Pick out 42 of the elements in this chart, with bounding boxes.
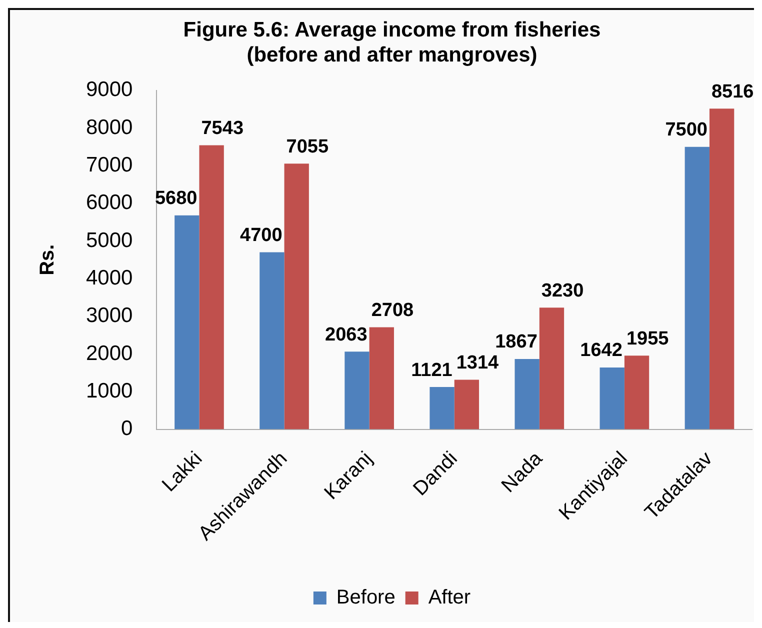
y-axis-title: Rs. [36, 244, 59, 276]
data-label: 7500 [665, 120, 708, 141]
data-label: 7543 [201, 118, 244, 139]
bar [260, 252, 284, 430]
bar [344, 352, 370, 430]
y-tick-label: 6000 [86, 191, 133, 214]
data-label: 7055 [286, 136, 329, 158]
data-label: 8516 [711, 81, 754, 102]
chart-title: Figure 5.6: Average income from fisheries (before and after mangroves) [183, 18, 601, 67]
y-tick-label: 1000 [86, 379, 133, 402]
data-label: 1121 [411, 360, 453, 381]
bar [624, 356, 650, 430]
y-tick-label: 4000 [86, 266, 133, 290]
data-label: 4700 [240, 225, 282, 246]
data-label: 1314 [456, 352, 500, 374]
y-tick-label: 0 [121, 417, 133, 440]
y-tick-label: 2000 [86, 342, 133, 365]
legend-label: Before [336, 586, 396, 609]
data-label: 1955 [626, 328, 670, 350]
y-tick-label: 7000 [86, 154, 133, 176]
y-tick-label: 8000 [86, 116, 133, 139]
bar [600, 367, 624, 430]
bar [369, 327, 394, 430]
y-tick-label: 5000 [86, 228, 133, 252]
bar [199, 145, 224, 430]
y-tick-label: 9000 [86, 78, 133, 102]
bar [174, 215, 200, 430]
bar [284, 164, 309, 430]
bar [539, 308, 564, 430]
bar [709, 108, 734, 430]
data-label: 1867 [495, 332, 538, 353]
y-tick-label: 3000 [86, 304, 133, 328]
bar [454, 380, 480, 430]
data-label: 1642 [580, 340, 622, 362]
data-label: 3230 [541, 280, 584, 302]
data-label: 5680 [154, 188, 198, 210]
data-label: 2063 [325, 324, 368, 346]
bar [430, 387, 454, 430]
bar [684, 146, 710, 430]
data-label: 2708 [371, 300, 414, 322]
legend-label: After [428, 586, 471, 609]
bar [514, 358, 540, 430]
